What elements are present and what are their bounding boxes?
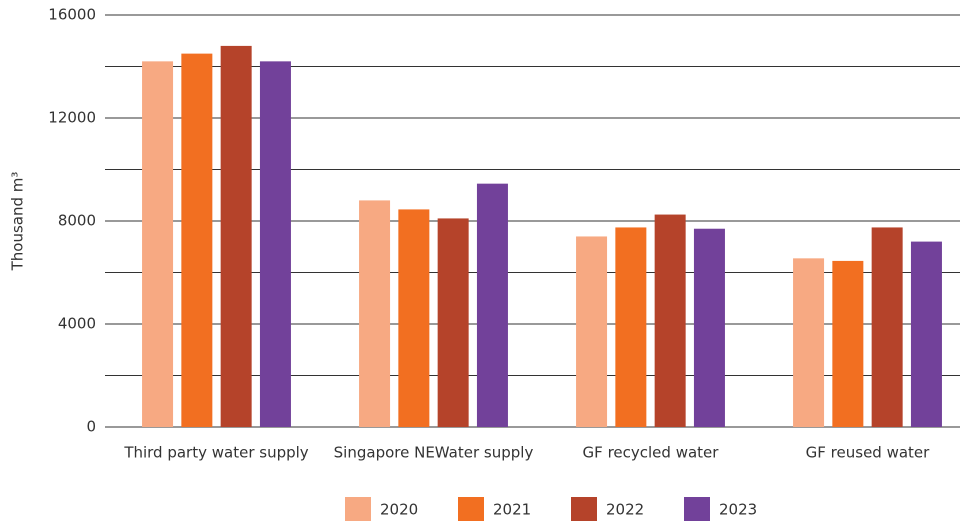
- bar: [398, 209, 430, 427]
- bar: [142, 61, 174, 427]
- bar: [220, 45, 252, 428]
- legend-label: 2022: [606, 501, 644, 519]
- x-tick-label: Singapore NEWater supply: [334, 444, 534, 462]
- legend-swatch: [458, 497, 484, 521]
- legend-swatch: [345, 497, 371, 521]
- y-tick-label: 16000: [48, 6, 96, 24]
- bar: [832, 260, 864, 427]
- legend-swatch: [684, 497, 710, 521]
- y-axis-label: Thousand m³: [9, 172, 27, 272]
- x-tick-label: Third party water supply: [123, 444, 308, 462]
- bar: [359, 200, 391, 427]
- legend-label: 2023: [719, 501, 757, 519]
- bar: [181, 53, 213, 427]
- bar: [476, 183, 508, 427]
- y-tick-label: 0: [86, 418, 96, 436]
- legend-label: 2021: [493, 501, 531, 519]
- legend-swatch: [571, 497, 597, 521]
- y-tick-label: 4000: [58, 315, 96, 333]
- bar: [437, 218, 469, 427]
- bar: [793, 258, 825, 427]
- legend-label: 2020: [380, 501, 418, 519]
- y-tick-label: 8000: [58, 212, 96, 230]
- bar: [259, 61, 291, 427]
- y-tick-label: 12000: [48, 109, 96, 127]
- x-tick-label: GF reused water: [806, 444, 930, 462]
- x-tick-label: GF recycled water: [583, 444, 720, 462]
- bar: [910, 241, 942, 427]
- bar: [871, 227, 903, 427]
- bar: [654, 214, 686, 427]
- bar: [576, 236, 608, 427]
- bar: [693, 228, 725, 427]
- bar: [615, 227, 647, 427]
